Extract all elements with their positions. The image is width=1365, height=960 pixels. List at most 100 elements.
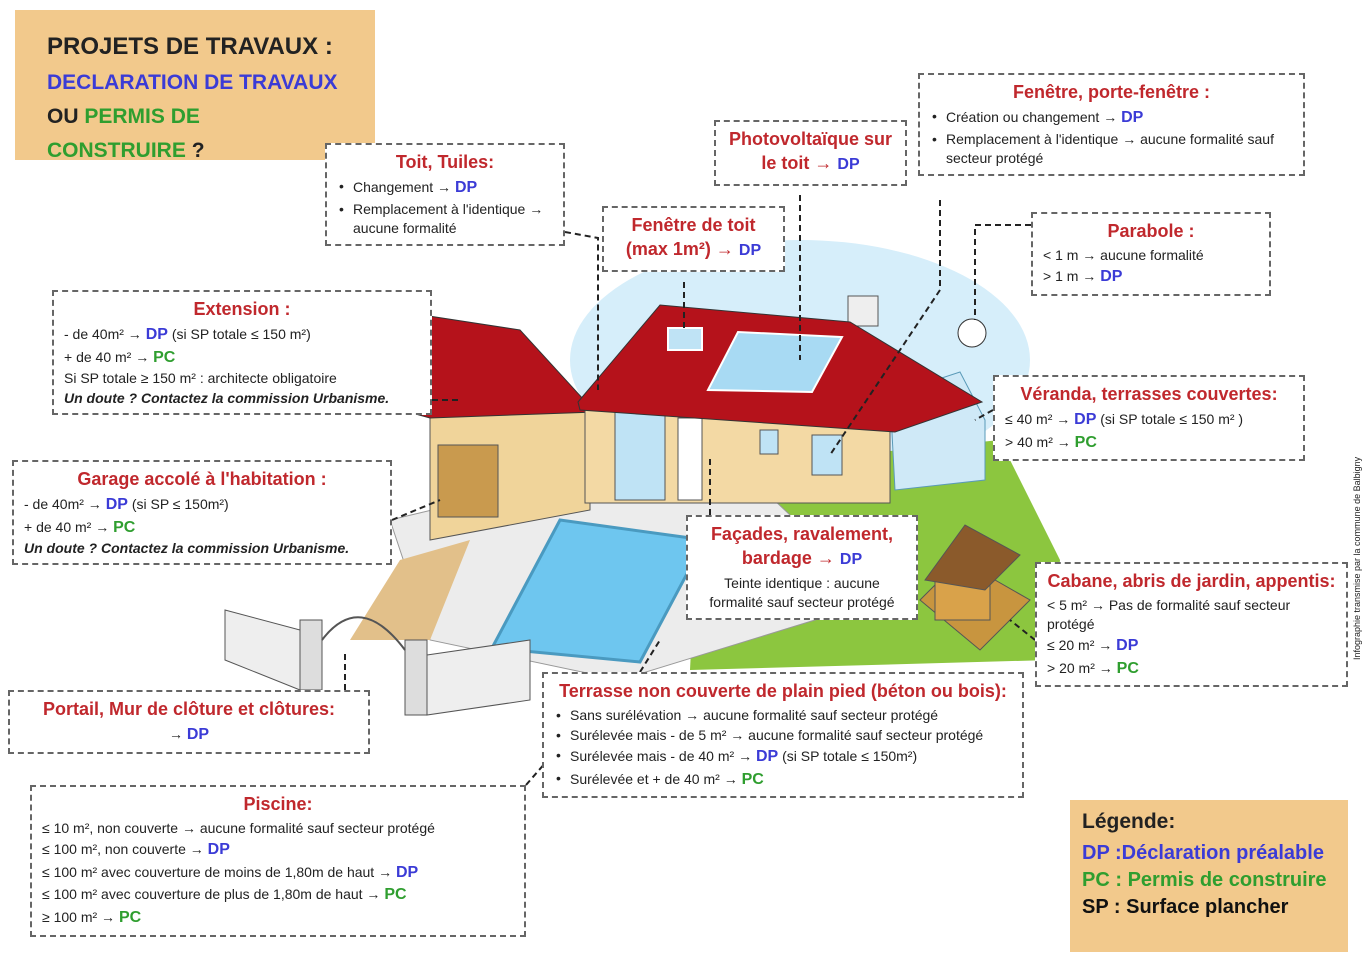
credit: Infographie transmise par la commune de … bbox=[1352, 360, 1362, 660]
text-part: Extension : bbox=[193, 299, 290, 319]
pillar bbox=[405, 640, 427, 715]
box-line: Surélevée mais - de 40 m² → DP (si SP to… bbox=[554, 746, 1012, 768]
bay-window bbox=[615, 412, 665, 500]
text-part: > 40 m² → bbox=[1005, 434, 1071, 450]
text-part: ≥ 100 m² → bbox=[42, 909, 115, 925]
legend-item: PC : Permis de construire bbox=[1082, 869, 1336, 892]
info-box: Véranda, terrasses couvertes: ≤ 40 m² → D… bbox=[993, 375, 1305, 461]
question-part: ? bbox=[192, 139, 205, 162]
box-line: < 1 m → aucune formalité bbox=[1043, 246, 1259, 265]
box-line: ≤ 20 m² → DP bbox=[1047, 635, 1336, 657]
legend-text: : Permis de construire bbox=[1115, 869, 1326, 891]
code-label: DP bbox=[756, 748, 778, 765]
text-part: Véranda, terrasses couvertes: bbox=[1020, 384, 1277, 404]
box-line: ≥ 100 m² → PC bbox=[42, 907, 514, 929]
code-label: PC bbox=[113, 519, 135, 536]
box-line: Création ou changement → DP bbox=[930, 107, 1293, 129]
text-part: ≤ 100 m² avec couverture de moins de 1,8… bbox=[42, 864, 392, 880]
box-title: Fenêtre, porte-fenêtre : bbox=[930, 80, 1293, 104]
box-title: Portail, Mur de clôture et clôtures: bbox=[20, 697, 358, 721]
box-line: Surélevée et + de 40 m² → PC bbox=[554, 769, 1012, 791]
info-box: Extension : - de 40m² → DP (si SP totale … bbox=[52, 290, 432, 415]
box-line: Si SP totale ≥ 150 m² : architecte oblig… bbox=[64, 369, 420, 388]
box-line: Changement → DP bbox=[337, 177, 553, 199]
text-part: Fenêtre de toit (max 1m²) → bbox=[626, 215, 756, 259]
box-line: > 40 m² → PC bbox=[1005, 432, 1293, 454]
info-box: Portail, Mur de clôture et clôtures: → DP bbox=[8, 690, 370, 754]
text-part: + de 40 m² → bbox=[64, 349, 149, 365]
text-part: Surélevée et + de 40 m² → bbox=[570, 771, 738, 787]
legend-code: DP bbox=[1082, 842, 1109, 864]
text-part: ≤ 40 m² → bbox=[1005, 411, 1070, 427]
box-line: ≤ 100 m², non couverte → DP bbox=[42, 839, 514, 861]
box-line: - de 40m² → DP (si SP totale ≤ 150 m²) bbox=[64, 324, 420, 346]
legend-item: DP :Déclaration préalable bbox=[1082, 842, 1336, 865]
legend-code: PC bbox=[1082, 869, 1110, 891]
box-note: Un doute ? Contactez la commission Urban… bbox=[24, 539, 380, 558]
text-part: Si SP totale ≥ 150 m² : architecte oblig… bbox=[64, 370, 337, 386]
box-line: Teinte identique : aucune formalité sauf… bbox=[698, 574, 906, 612]
text-part: Garage accolé à l'habitation : bbox=[77, 469, 326, 489]
info-box: Garage accolé à l'habitation :- de 40m² … bbox=[12, 460, 392, 565]
fence-panel bbox=[225, 610, 300, 690]
box-line: > 1 m → DP bbox=[1043, 266, 1259, 288]
roof-window bbox=[668, 328, 702, 350]
legend-text: : Surface plancher bbox=[1114, 896, 1289, 918]
text-part: Piscine: bbox=[243, 794, 312, 814]
code-label: DP bbox=[396, 864, 418, 881]
box-line: → DP bbox=[20, 724, 358, 746]
chimney bbox=[848, 296, 878, 326]
text-part: Changement → bbox=[353, 179, 451, 195]
header: PROJETS DE TRAVAUX : DECLARATION DE TRAV… bbox=[15, 10, 375, 160]
box-line: Surélevée mais - de 5 m² → aucune formal… bbox=[554, 726, 1012, 745]
text-part: Parabole : bbox=[1107, 221, 1194, 241]
text-part: (si SP ≤ 150m²) bbox=[132, 496, 229, 512]
text-part: Terrasse non couverte de plain pied (bét… bbox=[559, 681, 1007, 701]
text-part: < 1 m → aucune formalité bbox=[1043, 247, 1204, 263]
text-part: Façades, ravalement, bardage → bbox=[711, 524, 893, 568]
box-note: Un doute ? Contactez la commission Urban… bbox=[64, 389, 420, 408]
code-label: PC bbox=[1075, 434, 1097, 451]
code-label: DP bbox=[146, 326, 168, 343]
legend-code: SP bbox=[1082, 896, 1108, 918]
text-part: (si SP totale ≤ 150m²) bbox=[782, 748, 917, 764]
box-line: ≤ 40 m² → DP (si SP totale ≤ 150 m² ) bbox=[1005, 409, 1293, 431]
code-label: DP bbox=[1074, 411, 1096, 428]
text-part: Portail, Mur de clôture et clôtures: bbox=[43, 699, 335, 719]
box-title: Véranda, terrasses couvertes: bbox=[1005, 382, 1293, 406]
box-title: Parabole : bbox=[1043, 219, 1259, 243]
text-part: Sans surélévation → aucune formalité sau… bbox=[570, 707, 938, 723]
code-label: DP bbox=[1121, 109, 1143, 126]
box-title: Extension : bbox=[64, 297, 420, 321]
page-body: PROJETS DE TRAVAUX : DECLARATION DE TRAV… bbox=[0, 0, 1365, 960]
box-title: Photovoltaïque sur le toit → DP bbox=[726, 127, 895, 176]
garage-door bbox=[438, 445, 498, 517]
legend-item: SP : Surface plancher bbox=[1082, 896, 1336, 919]
info-box: Cabane, abris de jardin, appentis:< 5 m²… bbox=[1035, 562, 1348, 687]
text-part: ≤ 20 m² → bbox=[1047, 637, 1112, 653]
box-line: + de 40 m² → PC bbox=[64, 347, 420, 369]
box-title: Façades, ravalement, bardage → DP bbox=[698, 522, 906, 571]
box-line: Sans surélévation → aucune formalité sau… bbox=[554, 706, 1012, 725]
info-box: Terrasse non couverte de plain pied (bét… bbox=[542, 672, 1024, 798]
box-line: Remplacement à l'identique → aucune form… bbox=[930, 130, 1293, 168]
info-box: Parabole : < 1 m → aucune formalité > 1 m … bbox=[1031, 212, 1271, 296]
window bbox=[812, 435, 842, 475]
text-part: Teinte identique : aucune formalité sauf… bbox=[709, 575, 894, 610]
pillar bbox=[300, 620, 322, 690]
box-line: ≤ 100 m² avec couverture de plus de 1,80… bbox=[42, 884, 514, 906]
code-label: DP bbox=[455, 179, 477, 196]
box-title: Toit, Tuiles: bbox=[337, 150, 553, 174]
code-label: DP bbox=[1116, 637, 1138, 654]
code-label: DP bbox=[739, 242, 761, 259]
satellite-dish bbox=[958, 319, 986, 347]
code-label: PC bbox=[384, 886, 406, 903]
text-part: ≤ 100 m², non couverte → bbox=[42, 841, 204, 857]
info-box: Fenêtre de toit (max 1m²) → DP bbox=[602, 206, 785, 272]
code-label: DP bbox=[837, 156, 859, 173]
page: Projets de travaux {"header": {"title": … bbox=[0, 0, 1365, 960]
box-title: Piscine: bbox=[42, 792, 514, 816]
info-box: Piscine:≤ 10 m², non couverte → aucune f… bbox=[30, 785, 526, 937]
text-part: - de 40m² → bbox=[64, 326, 142, 342]
door bbox=[678, 418, 702, 500]
